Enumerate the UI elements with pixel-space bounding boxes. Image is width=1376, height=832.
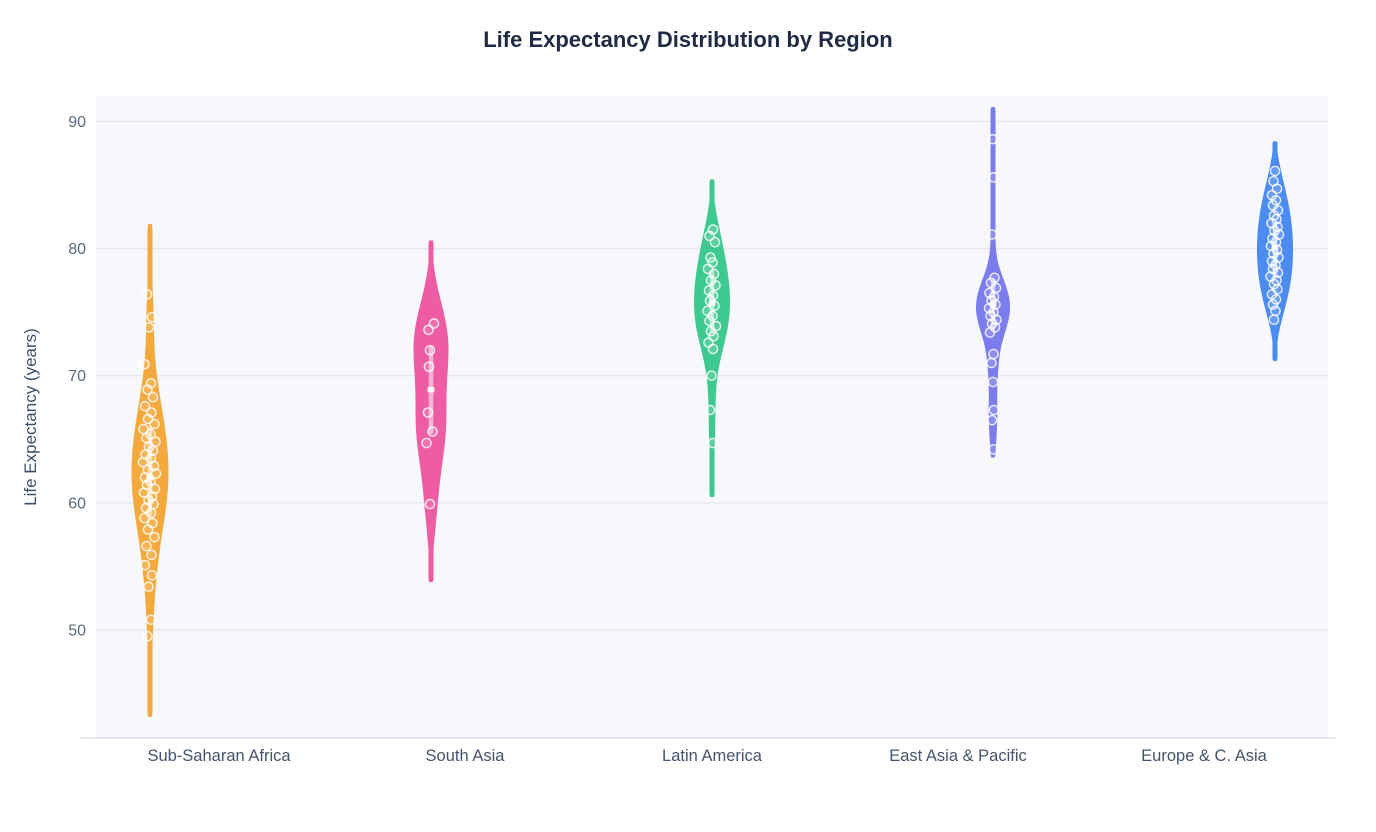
data-point [988, 348, 999, 360]
data-point [149, 418, 160, 430]
chart-title: Life Expectancy Distribution by Region [483, 27, 893, 52]
data-point [709, 236, 721, 248]
data-point [421, 437, 432, 449]
data-point [1270, 294, 1282, 305]
violin-group-east-asia-pacific [976, 106, 1010, 458]
data-point [705, 325, 717, 337]
data-point [141, 432, 152, 444]
data-point [147, 391, 159, 403]
violin-group-latin-america [694, 179, 730, 497]
x-category-label-0: Sub-Saharan Africa [147, 747, 291, 765]
data-point [988, 404, 1000, 416]
data-point [704, 404, 716, 416]
data-point [143, 322, 155, 333]
data-point [1270, 305, 1281, 317]
data-point [146, 311, 158, 323]
data-point [424, 344, 436, 356]
data-point [139, 400, 151, 412]
data-point [986, 414, 998, 426]
data-point [142, 524, 154, 535]
data-point [707, 343, 719, 355]
data-point [984, 327, 996, 338]
violin-shape-latin-america[interactable] [694, 179, 730, 497]
y-tick-label: 90 [68, 114, 86, 131]
data-point [707, 437, 719, 449]
data-point [141, 289, 153, 300]
data-point [139, 512, 150, 524]
data-point [1269, 165, 1281, 177]
x-category-label-4: Europe & C. Asia [1141, 747, 1267, 765]
data-point [422, 407, 434, 418]
data-point [137, 456, 149, 468]
data-point [707, 310, 718, 322]
data-point [987, 133, 998, 145]
data-point [427, 426, 438, 437]
data-point [986, 357, 997, 369]
data-point [424, 498, 436, 510]
data-point [423, 361, 435, 373]
data-point [142, 384, 153, 395]
x-category-label-2: Latin America [662, 747, 763, 765]
data-point [141, 540, 152, 552]
data-point [1270, 194, 1282, 206]
y-tick-label: 80 [68, 241, 86, 258]
median-marker-south-asia [427, 386, 435, 393]
violin-group-europe-c-asia [1257, 141, 1293, 361]
data-point [145, 614, 157, 626]
data-point [146, 549, 157, 561]
data-point [423, 324, 434, 336]
x-category-label-3: East Asia & Pacific [889, 747, 1027, 765]
data-point [139, 358, 150, 370]
data-point [709, 300, 720, 312]
y-tick-label: 60 [68, 495, 86, 512]
data-point [707, 290, 719, 301]
y-tick-label: 50 [68, 622, 86, 639]
data-point [988, 172, 999, 183]
violin-group-sub-saharan-africa [131, 223, 169, 717]
data-point [1268, 314, 1280, 326]
data-point [706, 370, 717, 381]
data-point [143, 581, 154, 593]
data-point [142, 631, 153, 642]
y-tick-label: 70 [68, 368, 86, 385]
data-point [150, 468, 162, 479]
data-point [149, 531, 160, 543]
data-point [986, 229, 998, 240]
data-point [988, 444, 999, 455]
violin-group-south-asia [413, 240, 449, 583]
x-category-label-1: South Asia [426, 747, 506, 765]
data-point [140, 449, 151, 460]
data-point [139, 559, 151, 571]
data-point [139, 472, 151, 483]
data-point [146, 569, 158, 581]
data-point [987, 376, 999, 388]
